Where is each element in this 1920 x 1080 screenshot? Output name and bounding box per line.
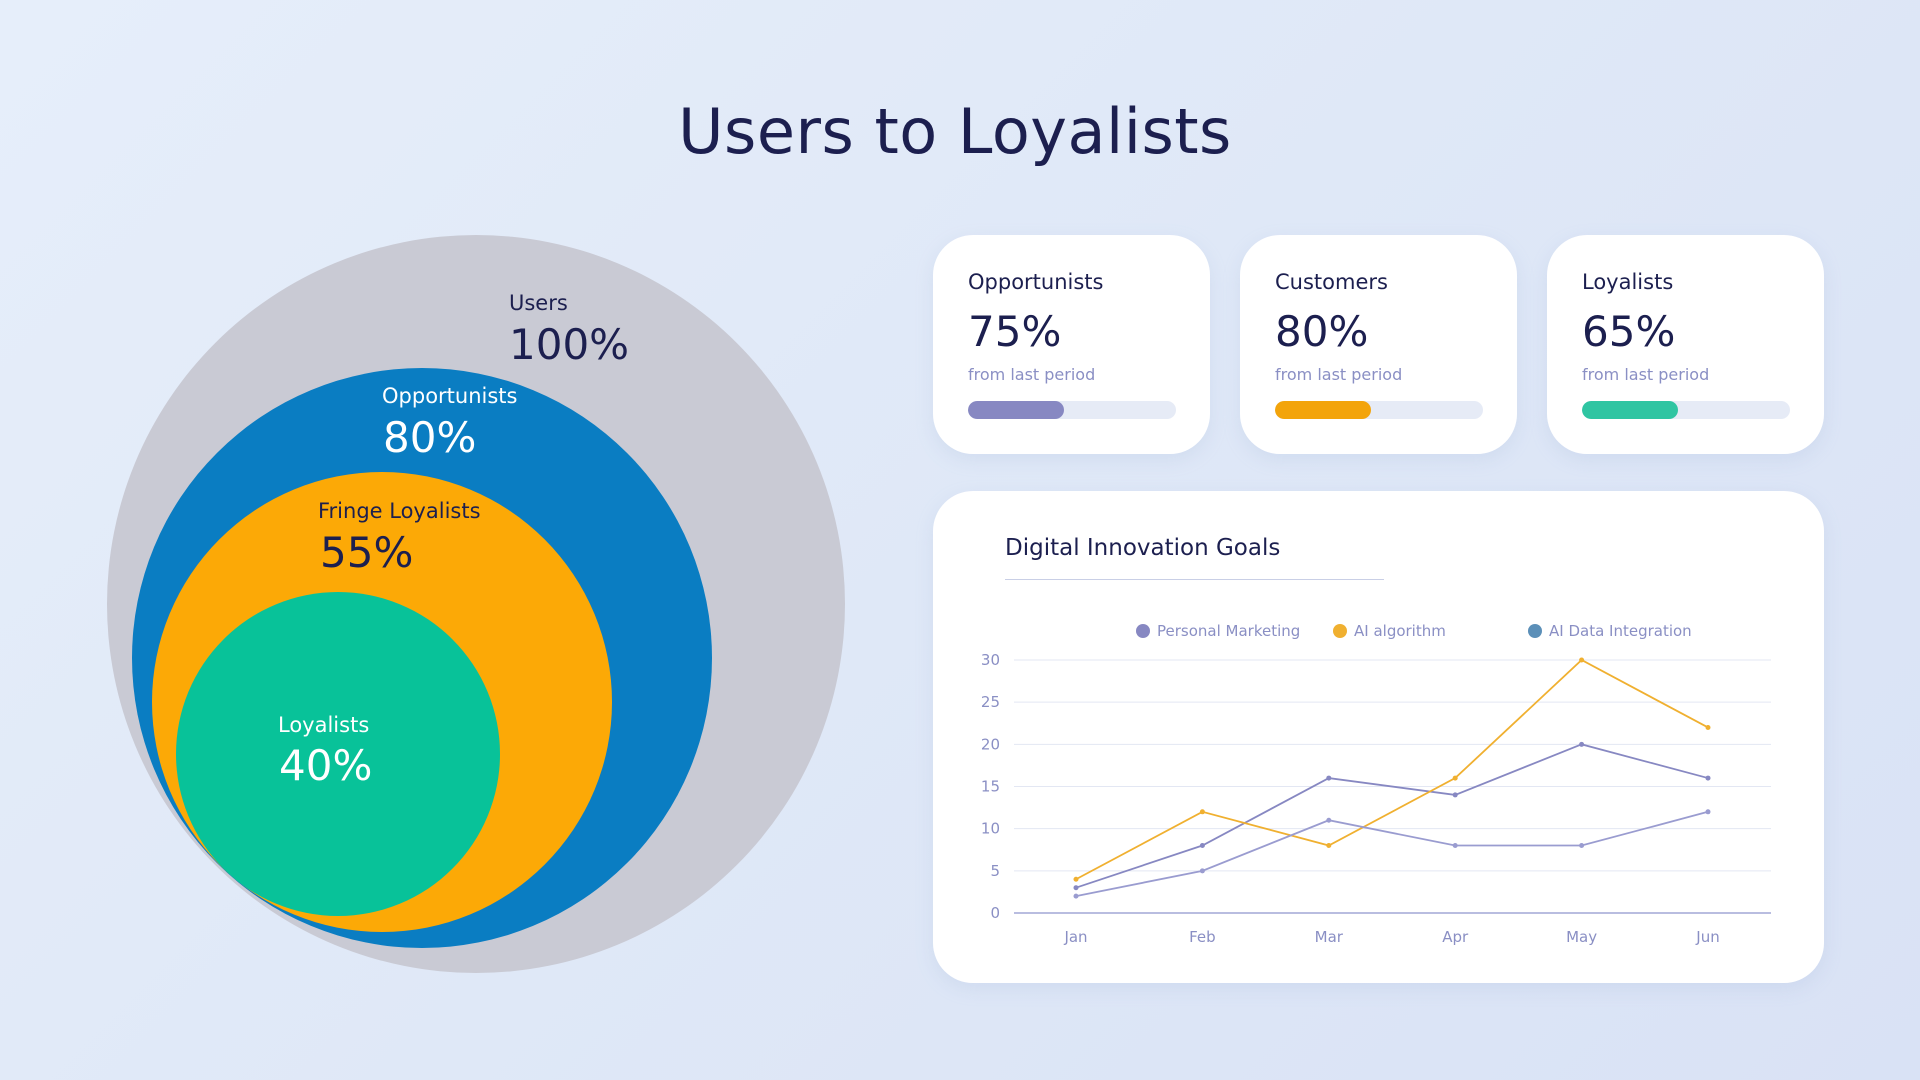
progress-bar	[1275, 401, 1483, 419]
y-tick-label: 0	[990, 904, 1000, 922]
data-point	[1452, 775, 1458, 781]
loyalists-value: 40%	[279, 741, 373, 790]
chart-title-divider	[1005, 579, 1384, 580]
opportunists-label: Opportunists	[382, 384, 518, 408]
series-line	[1075, 743, 1709, 889]
data-point	[1579, 657, 1585, 663]
y-tick-label: 15	[981, 778, 1000, 796]
x-tick-label: Jun	[1695, 928, 1719, 946]
data-point	[1326, 775, 1332, 781]
y-tick-label: 10	[981, 820, 1000, 838]
progress-fill	[1582, 401, 1678, 419]
card-value: 65%	[1582, 307, 1676, 356]
data-point	[1579, 843, 1585, 849]
card-subtext: from last period	[968, 365, 1096, 384]
data-point	[1199, 809, 1205, 815]
loyalists-label: Loyalists	[278, 713, 370, 737]
x-tick-label: Feb	[1189, 928, 1216, 946]
fringe-loyalists-label: Fringe Loyalists	[318, 499, 481, 523]
card-value: 80%	[1275, 307, 1369, 356]
card-opportunists: Opportunists 75% from last period	[933, 235, 1210, 454]
data-point	[1579, 741, 1585, 747]
legend-marker-icon	[1528, 624, 1542, 638]
data-point	[1326, 843, 1332, 849]
card-value: 75%	[968, 307, 1062, 356]
data-point	[1073, 876, 1079, 882]
data-point	[1452, 792, 1458, 798]
data-point	[1705, 724, 1711, 730]
data-point	[1452, 843, 1458, 849]
data-point	[1705, 775, 1711, 781]
data-point	[1705, 809, 1711, 815]
card-customers: Customers 80% from last period	[1240, 235, 1517, 454]
circle-loyalists	[176, 592, 500, 916]
x-tick-label: Apr	[1442, 928, 1469, 946]
legend-marker-icon	[1136, 624, 1150, 638]
series-line	[1075, 658, 1709, 881]
card-subtext: from last period	[1582, 365, 1710, 384]
x-tick-label: Jan	[1063, 928, 1087, 946]
opportunists-value: 80%	[383, 413, 477, 462]
card-label: Customers	[1275, 270, 1388, 294]
y-tick-label: 30	[981, 651, 1000, 669]
users-value: 100%	[509, 320, 630, 369]
progress-bar	[968, 401, 1176, 419]
progress-fill	[1275, 401, 1371, 419]
legend-label: AI algorithm	[1354, 622, 1446, 640]
legend-marker-icon	[1333, 624, 1347, 638]
legend-label: AI Data Integration	[1549, 622, 1692, 640]
chart-card: Digital Innovation Goals 0 5 10 15 20 25 30 Jan…	[933, 491, 1824, 983]
page-title: Users to Loyalists	[678, 95, 1232, 168]
data-point	[1073, 885, 1079, 891]
y-tick-label: 20	[981, 735, 1000, 753]
progress-fill	[968, 401, 1064, 419]
card-label: Loyalists	[1582, 270, 1674, 294]
data-point	[1199, 868, 1205, 874]
card-label: Opportunists	[968, 270, 1104, 294]
x-tick-label: May	[1566, 928, 1597, 946]
data-point	[1199, 843, 1205, 849]
fringe-loyalists-value: 55%	[320, 528, 414, 577]
users-label: Users	[509, 291, 568, 315]
y-tick-label: 25	[981, 693, 1000, 711]
data-point	[1326, 817, 1332, 823]
data-point	[1073, 893, 1079, 899]
progress-bar	[1582, 401, 1790, 419]
chart-title: Digital Innovation Goals	[1005, 535, 1281, 561]
series-line	[1075, 810, 1709, 898]
card-loyalists: Loyalists 65% from last period	[1547, 235, 1824, 454]
y-tick-label: 5	[990, 862, 1000, 880]
card-subtext: from last period	[1275, 365, 1403, 384]
x-tick-label: Mar	[1315, 928, 1344, 946]
legend-label: Personal Marketing	[1157, 622, 1300, 640]
line-chart: 0 5 10 15 20 25 30 Jan Feb Mar Apr May Jun Personal M…	[981, 622, 1771, 946]
